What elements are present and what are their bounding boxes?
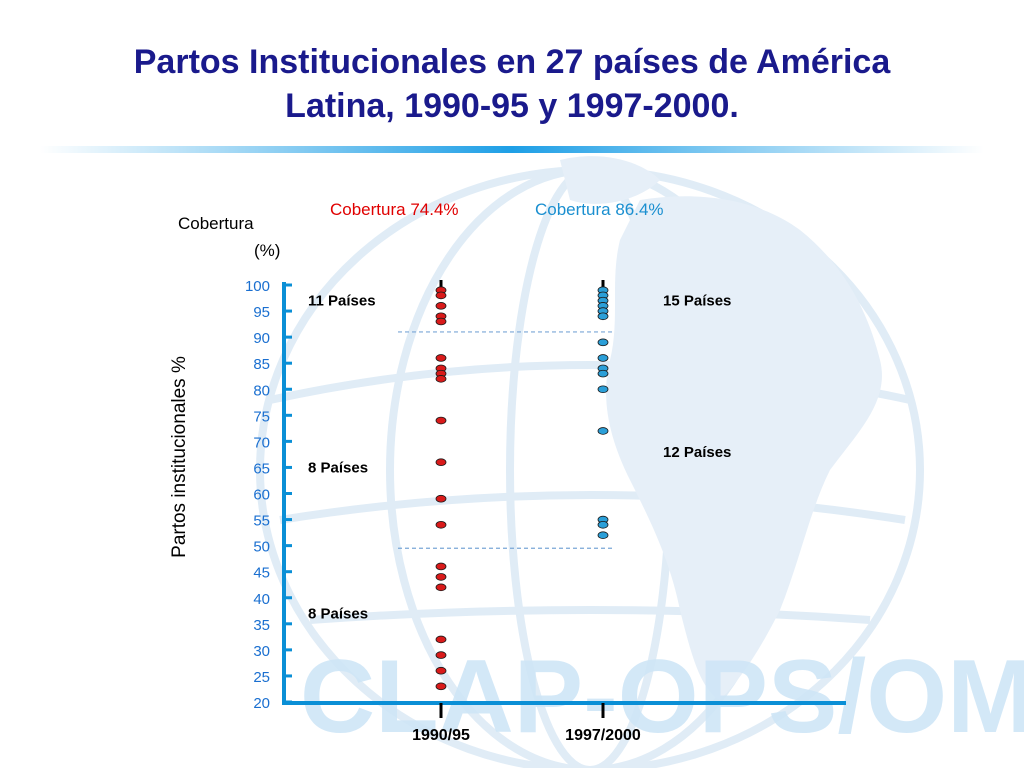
data-point-1990-95 [435, 354, 447, 362]
data-point-1990-95 [435, 583, 447, 592]
data-point-1990-95 [435, 416, 447, 425]
data-point-1990-95 [435, 302, 447, 310]
y-tick-label: 75 [253, 408, 270, 425]
title-line-2: Latina, 1990-95 y 1997-2000. [285, 87, 739, 125]
y-tick-label: 90 [253, 330, 270, 347]
data-point-1997-2000 [597, 520, 609, 529]
x-axis-categories: 1990/95 1997/2000 [412, 280, 641, 744]
y-tick-label: 20 [253, 695, 270, 712]
annotation-country-count: 11 Países [308, 293, 376, 310]
watermark-text: CLAP-OPS/OMS [300, 639, 1024, 755]
annotation-country-count: 8 Países [308, 605, 368, 622]
annotation-country-count: 12 Países [663, 444, 731, 461]
data-point-1990-95 [435, 666, 447, 675]
y-tick-label: 70 [253, 434, 270, 451]
data-point-1990-95 [435, 375, 447, 383]
y-unit-label-line2: (%) [254, 241, 280, 260]
data-point-1990-95 [435, 520, 447, 529]
data-point-1990-95 [435, 682, 447, 691]
y-tick-label: 45 [253, 565, 270, 582]
annotation-country-count: 8 Países [308, 459, 368, 476]
data-point-1990-95 [435, 494, 447, 503]
y-unit-label-line1: Cobertura [178, 214, 254, 233]
data-point-1990-95 [435, 573, 447, 581]
y-ticks: 100 95 90 85 80 75 70 65 60 55 50 45 40 35 30 25 20 [245, 278, 292, 712]
y-axis-title: Partos institucionales % [169, 356, 190, 558]
x-category-label: 1990/95 [412, 727, 470, 744]
title-divider [40, 146, 984, 153]
y-tick-label: 65 [253, 460, 270, 477]
data-point-1990-95 [435, 291, 447, 300]
data-point-1997-2000 [597, 531, 609, 539]
y-tick-label: 40 [253, 591, 270, 608]
y-tick-label: 100 [245, 278, 270, 295]
y-tick-label: 80 [253, 382, 270, 399]
y-tick-label: 35 [253, 617, 270, 634]
data-point-1990-95 [435, 458, 447, 467]
data-point-1997-2000 [597, 312, 609, 321]
slide-title: Partos Institucionales en 27 países de A… [40, 40, 984, 128]
y-tick-label: 25 [253, 669, 270, 686]
y-tick-label: 95 [253, 304, 270, 321]
y-tick-label: 55 [253, 513, 270, 530]
data-point-1990-95 [435, 651, 447, 659]
y-tick-label: 50 [253, 539, 270, 556]
continent-graphic [560, 156, 882, 700]
annotations: 11 Países 8 Países 8 Países 15 Países 12 Paí… [308, 293, 731, 623]
data-point-1997-2000 [597, 369, 609, 378]
y-tick-label: 30 [253, 643, 270, 660]
data-point-1997-2000 [597, 385, 609, 394]
data-point-1990-95 [435, 562, 447, 571]
y-tick-label: 60 [253, 487, 270, 504]
data-points [435, 286, 609, 691]
x-category-label: 1997/2000 [565, 727, 641, 744]
annotation-country-count: 15 Países [663, 293, 731, 310]
data-point-1997-2000 [597, 427, 609, 435]
title-line-1: Partos Institucionales en 27 países de A… [133, 43, 891, 81]
data-point-1997-2000 [597, 338, 609, 347]
reference-lines [398, 331, 615, 549]
y-tick-label: 85 [253, 356, 270, 373]
data-point-1990-95 [435, 317, 447, 326]
data-point-1990-95 [435, 635, 447, 644]
coverage-label-1997: Cobertura 86.4% [535, 200, 664, 219]
data-point-1997-2000 [597, 354, 609, 362]
coverage-label-1990: Cobertura 74.4% [330, 200, 459, 219]
